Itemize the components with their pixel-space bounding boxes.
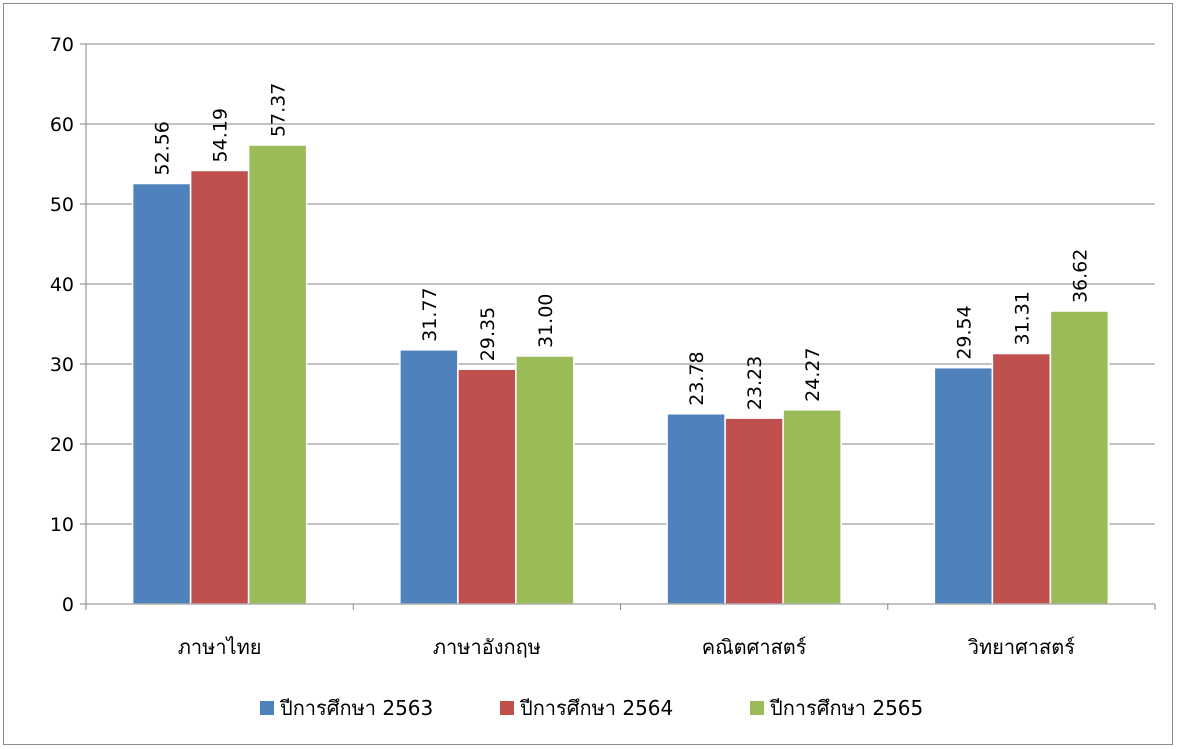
bar (666, 413, 726, 605)
data-label: 24.27 (802, 347, 824, 401)
bar (933, 366, 994, 605)
legend-swatch (750, 701, 764, 715)
legend: ปีการศึกษา 2563 ปีการศึกษา 2564 ปีการศึกษา… (260, 696, 923, 720)
y-tick-label: 40 (50, 274, 74, 296)
data-label: 31.31 (1011, 291, 1033, 345)
y-tick-label: 10 (50, 514, 74, 536)
bar (1049, 310, 1110, 605)
data-label: 23.78 (686, 351, 708, 405)
bar (399, 349, 459, 605)
data-label: 52.56 (152, 121, 174, 175)
data-label: 31.77 (419, 287, 441, 341)
x-tick-label: คณิตศาสตร์ (702, 635, 807, 659)
bar (515, 355, 575, 605)
legend-label: ปีการศึกษา 2563 (280, 696, 434, 720)
y-tick-label: 50 (50, 194, 74, 216)
bar (457, 368, 517, 605)
x-tick-label: ภาษาไทย (178, 635, 262, 659)
data-labels: 52.56 54.19 57.37 31.77 29.35 31.00 23.78 23.23… (152, 83, 1092, 411)
bar (131, 182, 192, 605)
legend-swatch (260, 701, 274, 715)
y-tick-label: 60 (50, 114, 74, 136)
y-tick-label: 30 (50, 354, 74, 376)
y-tick-label: 70 (50, 34, 74, 56)
data-label: 57.37 (268, 83, 290, 137)
bar (189, 169, 250, 605)
data-label: 36.62 (1069, 249, 1091, 303)
x-axis: ภาษาไทย ภาษาอังกฤษ คณิตศาสตร์ วิทยาศาสตร์ (85, 603, 1156, 659)
bar (782, 409, 842, 605)
bars (131, 144, 1110, 605)
x-tick-label: ภาษาอังกฤษ (433, 635, 541, 659)
bar (991, 352, 1052, 605)
data-label: 29.35 (477, 307, 499, 361)
legend-label: ปีการศึกษา 2564 (520, 696, 674, 720)
y-axis: 0 10 20 30 40 50 60 70 (50, 34, 87, 616)
bar (247, 144, 308, 605)
legend-swatch (500, 701, 514, 715)
y-tick-label: 20 (50, 434, 74, 456)
data-label: 54.19 (210, 108, 232, 162)
legend-label: ปีการศึกษา 2565 (770, 696, 924, 720)
x-tick-label: วิทยาศาสตร์ (968, 635, 1075, 659)
data-label: 29.54 (953, 305, 975, 359)
bar (724, 417, 784, 605)
data-label: 23.23 (744, 356, 766, 410)
y-tick-label: 0 (62, 594, 74, 616)
data-label: 31.00 (535, 294, 557, 348)
